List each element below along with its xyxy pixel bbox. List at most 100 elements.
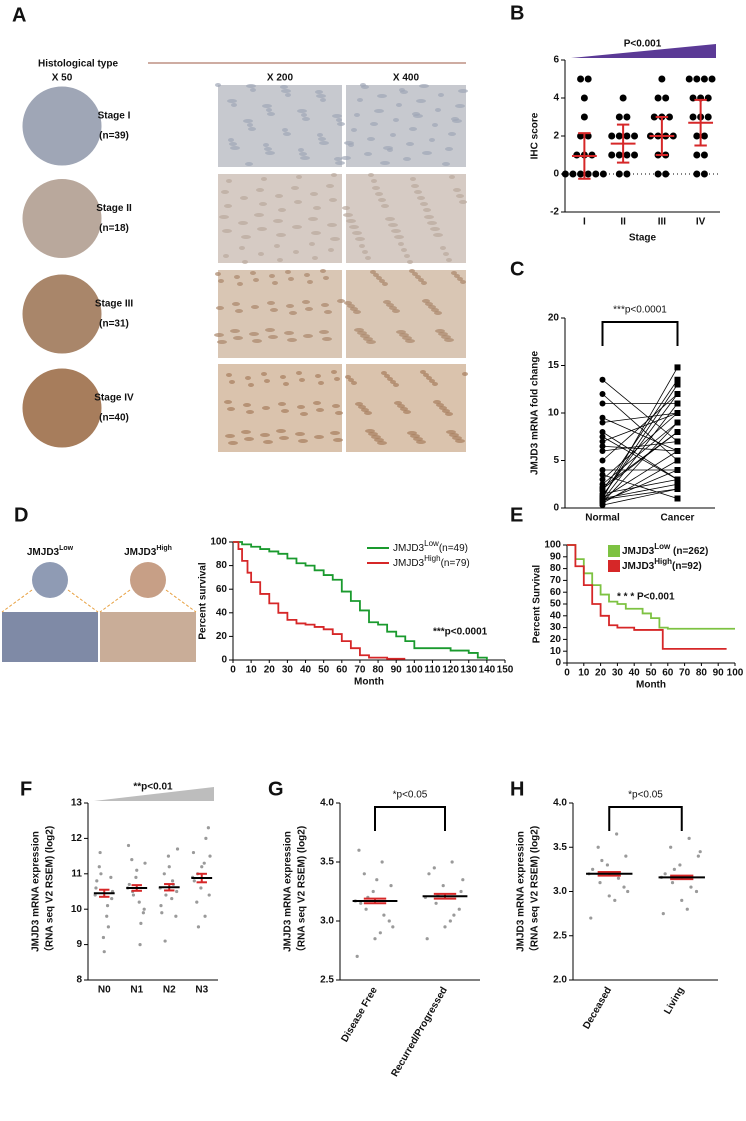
data-point [98,850,102,855]
cell [336,118,342,122]
cell [254,213,264,217]
x-tick-label: 10 [578,668,590,679]
y-tick-label: 0 [553,503,559,514]
annotation: *p<0.05 [628,790,663,801]
cell [420,202,428,206]
cell [241,430,251,434]
cell [379,279,385,283]
cell [422,299,430,303]
data-point [674,495,681,502]
cell [459,200,467,204]
y-axis-label: JMJD3 mRNA expression [516,831,527,952]
pair-line [602,379,678,492]
cell [387,377,393,381]
data-point [99,872,103,876]
cell [425,302,433,306]
data-point [139,921,143,925]
cell [266,108,272,112]
legend-suffix: (n=49) [439,543,468,554]
trend-wedge [94,787,214,801]
y-tick-label: 6 [553,55,559,66]
x-tick-label: 20 [595,668,607,679]
data-point [704,113,712,121]
cell [286,304,294,308]
data-point [623,170,631,178]
cell [315,374,321,378]
y-tick-label: 40 [216,607,228,618]
data-point [623,151,631,159]
cell [347,304,355,308]
cell [381,371,387,375]
cell [443,252,449,256]
data-point [204,836,208,841]
y-tick-label: 4.0 [553,798,567,809]
label-base: JMJD3 [27,547,60,558]
cell [281,89,291,93]
cell [411,184,419,188]
cell [263,143,269,147]
data-point [693,151,701,159]
cell [269,274,275,278]
cell [217,340,227,344]
x-tick-label: 60 [662,668,674,679]
data-point [693,132,701,140]
cell [258,252,264,256]
cell [337,299,345,303]
y-tick-label: 80 [550,563,562,574]
data-point [694,889,699,894]
data-point [696,854,700,858]
x-tick-label: 140 [479,665,496,676]
cell [423,208,431,212]
cell [285,93,291,97]
cell [429,138,435,142]
cell [438,93,444,97]
x-tick-label: IV [696,217,706,228]
cell [364,152,372,156]
data-point [580,113,588,121]
legend-swatch [608,560,620,572]
y-axis-label: Percent Survival [532,565,543,644]
pair-line [602,379,678,442]
cell [313,206,321,210]
y-tick-label: 4 [553,93,559,104]
x-tick-label: N0 [98,985,111,996]
data-point [584,75,592,83]
image-label: JMJD3High [124,545,172,558]
legend-sup: High [424,554,440,563]
cell [374,109,384,113]
cell [416,440,426,444]
data-point [378,931,382,935]
cell [380,161,390,165]
cell [409,269,415,273]
cell [244,437,254,441]
annotation: * * * P<0.001 [617,592,675,603]
stage-n: (n=18) [99,223,129,234]
y-tick-label: 2.0 [553,975,567,986]
cell [298,148,304,152]
data-point [141,911,145,915]
cell [293,250,299,254]
cell [297,109,307,113]
cell [381,204,389,208]
cell [360,334,370,338]
data-point [626,889,630,894]
cell [410,177,416,181]
cell [374,438,384,442]
cell [332,114,342,118]
cell [227,99,237,103]
cell [390,133,396,137]
data-point [143,861,147,865]
cell [372,186,380,190]
cell [294,200,302,204]
cell [335,411,343,415]
data-point [167,865,171,869]
cell [326,184,334,188]
cell [243,403,251,407]
x-tick-label: 90 [713,668,725,679]
data-point [191,850,196,855]
cell [445,412,453,416]
cell [305,307,313,311]
data-point [674,419,681,426]
data-point [674,486,681,492]
cell [276,233,286,237]
